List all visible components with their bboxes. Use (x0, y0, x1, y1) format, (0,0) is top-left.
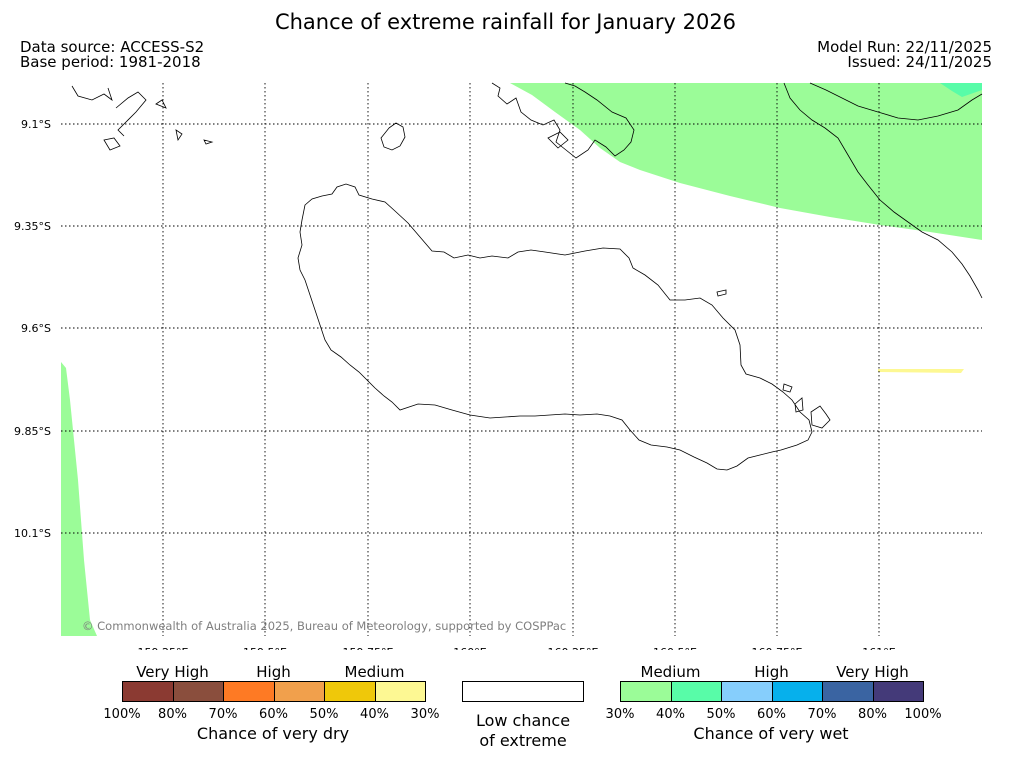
wet-percent-label: 100% (904, 707, 942, 722)
dry-category-label: Very High (136, 663, 209, 681)
dry-percent-label: 100% (103, 707, 141, 722)
wet-category-label: High (754, 663, 789, 681)
dry-swatch (273, 681, 325, 702)
wet-swatch (771, 681, 823, 702)
wet-medium-region-northeast (510, 83, 982, 240)
coastlines (71, 82, 983, 471)
east-islet-coastline (716, 289, 727, 297)
dry-swatch (324, 681, 376, 702)
graticule (61, 83, 982, 636)
russell-islands-coastline (71, 85, 214, 151)
data-source-block: Data source: ACCESS-S2 Base period: 1981… (20, 40, 204, 70)
data-source-text: Data source: ACCESS-S2 (20, 38, 205, 56)
latitude-label: 9.6°S (21, 322, 51, 335)
latitude-label: 9.1°S (21, 118, 51, 131)
longitude-labels: 159.25°E 159.5°E 159.75°E 160°E 160.25°E 160.… (138, 646, 896, 650)
base-period-text: Base period: 1981-2018 (20, 53, 201, 71)
low-chance-title: Low chance of extreme (476, 711, 570, 751)
guadalcanal-coastline (297, 183, 813, 471)
rainfall-map: 9.1°S9.35°S9.6°S9.85°S10.1°S 159.25°E159… (14, 82, 983, 650)
latitude-label: 10.1°S (14, 527, 51, 540)
dry-percent-label: 60% (259, 707, 288, 722)
wet-percent-label: 50% (706, 707, 736, 722)
wet-swatch (822, 681, 874, 702)
dry-30-40-region-east (878, 369, 964, 373)
model-run-block: Model Run: 22/11/2025 Issued: 24/11/2025 (817, 40, 992, 70)
wet-swatch (620, 681, 672, 702)
southeast-islets-coastline (782, 383, 831, 429)
dry-percent-label: 70% (208, 707, 238, 722)
wet-percent-label: 70% (807, 707, 837, 722)
florida-islands-coastline (491, 82, 635, 159)
wet-swatch (721, 681, 773, 702)
probability-shading (61, 83, 982, 636)
page-title: Chance of extreme rainfall for January 2… (274, 10, 737, 34)
low-chance-swatch (462, 681, 584, 702)
low-chance-line1: Low chance (475, 711, 571, 730)
issued-text: Issued: 24/11/2025 (847, 53, 992, 71)
dry-swatch (374, 681, 426, 702)
longitude-label: 161°E (862, 646, 895, 650)
dry-percent-label: 50% (309, 707, 339, 722)
copyright-text: © Commonwealth of Australia 2025, Bureau… (82, 619, 566, 633)
longitude-label: 159.5°E (243, 646, 287, 650)
longitude-label: 160°E (453, 646, 486, 650)
wet-category-label: Very High (836, 663, 909, 681)
longitude-label: 160.5°E (653, 646, 697, 650)
wet-medium-high-region-northeast (940, 83, 982, 97)
dry-swatch (122, 681, 174, 702)
latitude-labels: 9.1°S 9.35°S 9.6°S 9.85°S 10.1°S (14, 118, 51, 540)
longitude-label: 159.25°E (138, 646, 189, 650)
wet-category-label: Medium (640, 663, 701, 681)
low-chance-line2: of extreme (479, 731, 567, 750)
dry-colorbar-title: Chance of very dry (196, 724, 350, 743)
longitude-label: 159.75°E (343, 646, 394, 650)
dry-percent-label: 80% (158, 707, 187, 722)
wet-percent-label: 80% (858, 707, 887, 722)
wet-medium-region-west (61, 362, 97, 636)
latitude-label: 9.35°S (14, 220, 51, 233)
dry-swatch (172, 681, 224, 702)
wet-percent-label: 30% (605, 707, 635, 722)
wet-percent-label: 40% (656, 707, 685, 722)
dry-swatch (223, 681, 275, 702)
dry-percent-label: 30% (410, 707, 440, 722)
wet-percent-label: 60% (757, 707, 786, 722)
wet-swatch (872, 681, 924, 702)
longitude-label: 160.75°E (752, 646, 803, 650)
dry-category-label: Medium (344, 663, 405, 681)
wet-colorbar-title: Chance of very wet (693, 724, 849, 743)
model-run-text: Model Run: 22/11/2025 (817, 38, 992, 56)
dry-category-label: High (256, 663, 291, 681)
wet-swatch (670, 681, 722, 702)
dry-percent-label: 40% (360, 707, 389, 722)
longitude-label: 160.25°E (548, 646, 599, 650)
malaita-coastline (783, 82, 983, 299)
latitude-label: 9.85°S (14, 425, 51, 438)
